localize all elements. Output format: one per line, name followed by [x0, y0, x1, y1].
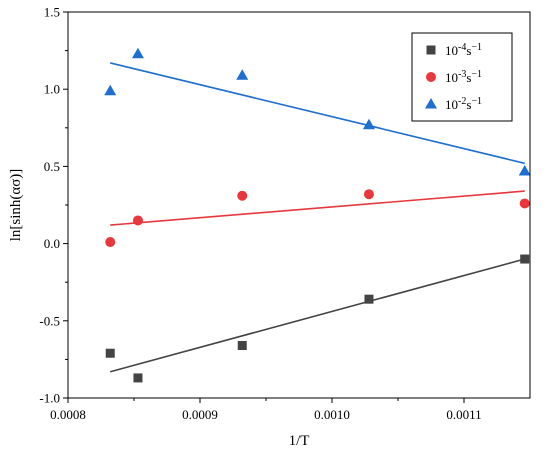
- x-tick-label: 0.0010: [314, 407, 350, 422]
- legend-label-part: -3: [458, 69, 466, 80]
- data-point-series-3: [131, 47, 144, 59]
- data-point-series-1: [237, 341, 247, 351]
- legend-label-part: 10: [445, 97, 458, 112]
- y-tick-label: 0.5: [44, 159, 60, 174]
- x-tick-label: 0.0011: [446, 407, 481, 422]
- fit-line-series-2: [110, 190, 525, 226]
- legend-label-series-2: 10-3s−1: [445, 69, 482, 86]
- data-point-series-1: [105, 348, 115, 358]
- y-axis: -1.0 -0.5 0.0 0.5 1.0 1.5: [39, 5, 68, 406]
- data-point-series-3: [104, 84, 117, 96]
- y-tick-label: 1.0: [44, 82, 60, 97]
- x-tick-label: 0.0008: [50, 407, 86, 422]
- data-point-series-2: [237, 190, 248, 201]
- legend-marker-series-1: [426, 45, 436, 55]
- y-tick-label: -0.5: [39, 313, 60, 328]
- legend-label-series-3: 10-2s−1: [445, 96, 482, 113]
- data-point-series-3: [518, 165, 531, 176]
- x-tick-label: 0.0009: [182, 407, 218, 422]
- legend: 10-4s−110-3s−110-2s−1: [411, 32, 513, 122]
- legend-label-part: s: [466, 43, 471, 58]
- legend-label-part: 10: [445, 43, 458, 58]
- legend-label-part: -2: [458, 96, 466, 107]
- data-point-series-2: [105, 237, 116, 248]
- y-tick-label: -1.0: [39, 391, 60, 406]
- fit-lines: [110, 62, 525, 373]
- legend-label-part: −1: [471, 42, 482, 53]
- legend-label-part: -4: [458, 42, 466, 53]
- legend-label-part: s: [466, 70, 471, 85]
- y-tick-label: 0.0: [44, 236, 60, 251]
- legend-label-part: −1: [471, 96, 482, 107]
- legend-label-part: −1: [471, 69, 482, 80]
- y-axis-title: ln[sinh(ασ)]: [8, 169, 24, 242]
- data-point-series-2: [132, 215, 143, 226]
- legend-marker-series-3: [425, 98, 437, 109]
- legend-label-series-1: 10-4s−1: [445, 42, 482, 59]
- data-point-series-3: [362, 118, 375, 130]
- fit-line-series-1: [110, 258, 525, 373]
- fit-line-series-3: [110, 62, 525, 165]
- data-point-series-2: [519, 198, 530, 209]
- data-point-series-2: [363, 189, 374, 200]
- data-point-series-3: [236, 69, 249, 80]
- legend-label-part: s: [466, 97, 471, 112]
- x-axis: 0.0008 0.0009 0.0010 0.0011: [50, 398, 482, 422]
- data-markers: [104, 47, 531, 383]
- data-point-series-1: [133, 373, 143, 383]
- data-point-series-1: [520, 254, 530, 264]
- y-tick-label: 1.5: [44, 5, 60, 20]
- data-point-series-1: [364, 294, 374, 304]
- x-axis-title: 1/T: [289, 433, 310, 449]
- legend-label-part: 10: [445, 70, 458, 85]
- legend-marker-series-2: [426, 72, 436, 82]
